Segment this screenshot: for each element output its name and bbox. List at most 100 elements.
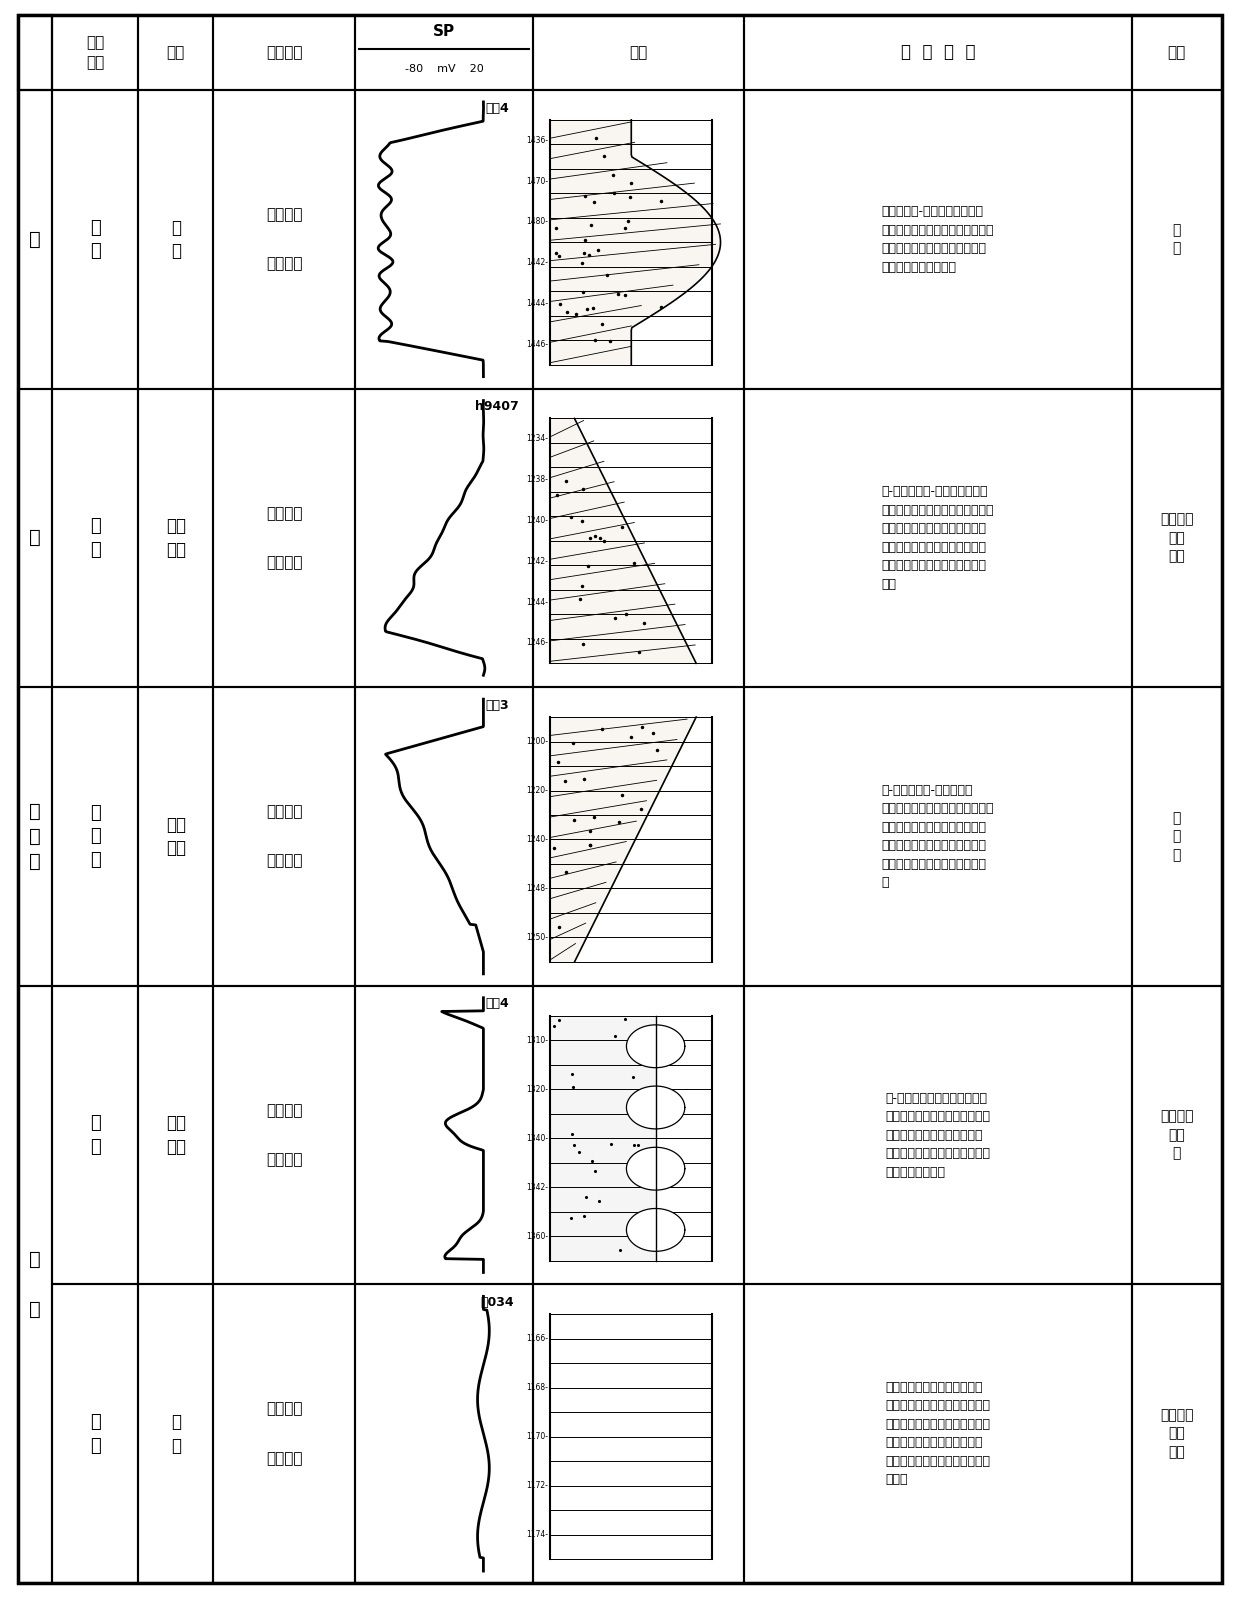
Text: 1340-: 1340- <box>526 1133 548 1143</box>
Bar <box>139 986 213 1285</box>
Bar <box>139 687 213 986</box>
Text: 1240-: 1240- <box>526 516 548 526</box>
Bar <box>533 986 744 1285</box>
Text: 箱
形: 箱 形 <box>89 219 100 260</box>
Text: 1170-: 1170- <box>526 1432 548 1441</box>
Text: 中-低幅、微齿状指形，顶底部
均为突变接触，幅度变化明显，
通常为粉砂岩、泥质粉砂岩沉
积，反映了沉积过程中水动力条
件较弱的沉积环境: 中-低幅、微齿状指形，顶底部 均为突变接触，幅度变化明显， 通常为粉砂岩、泥质粉… <box>885 1091 991 1179</box>
Text: 1320-: 1320- <box>526 1085 548 1093</box>
Bar <box>139 89 213 388</box>
Text: 红山3: 红山3 <box>485 698 508 711</box>
Bar <box>1132 388 1221 687</box>
Text: 形

态: 形 态 <box>29 1250 41 1318</box>
Polygon shape <box>626 1208 684 1251</box>
Bar <box>52 1285 139 1584</box>
Text: 1444-: 1444- <box>526 299 548 308</box>
Bar <box>1132 1285 1221 1584</box>
Bar <box>533 14 744 89</box>
Bar <box>355 1285 533 1584</box>
Bar <box>139 14 213 89</box>
Text: 顶：突变

底：突变: 顶：突变 底：突变 <box>265 208 303 272</box>
Text: 曲线
类型: 曲线 类型 <box>86 35 104 70</box>
Text: 岩性: 岩性 <box>630 45 647 61</box>
Text: 1360-: 1360- <box>526 1232 548 1240</box>
Text: 频率: 频率 <box>166 45 185 61</box>
Text: 1174-: 1174- <box>526 1531 548 1539</box>
Text: 基: 基 <box>29 230 41 249</box>
Bar <box>213 388 355 687</box>
Bar <box>1132 687 1221 986</box>
Text: 顶：渐变

底：渐变: 顶：渐变 底：渐变 <box>265 1401 303 1465</box>
Text: 础: 础 <box>29 529 41 548</box>
Text: 1200-: 1200- <box>526 737 548 746</box>
Bar <box>533 687 744 986</box>
Text: 河
口
坝: 河 口 坝 <box>1173 812 1180 861</box>
Text: 高幅、平滑-微齿状箱形，顶底
通常均呈突变接触，反映沉积过程
中水动力条件相对较强，物源持
续供给的稳定沉积环境: 高幅、平滑-微齿状箱形，顶底 通常均呈突变接触，反映沉积过程 中水动力条件相对较… <box>882 205 994 273</box>
Bar <box>551 718 713 962</box>
Bar <box>551 1016 656 1261</box>
Text: 高－
低频: 高－ 低频 <box>166 1114 186 1155</box>
Bar <box>1132 89 1221 388</box>
Text: （水下）
分流
间湾: （水下） 分流 间湾 <box>1161 1408 1194 1459</box>
Bar <box>52 687 139 986</box>
Text: （水下）
漫溢
砂: （水下） 漫溢 砂 <box>1161 1109 1194 1160</box>
Text: 1480-: 1480- <box>526 217 548 227</box>
Text: 1342-: 1342- <box>526 1183 548 1192</box>
Polygon shape <box>626 1024 684 1067</box>
Bar <box>355 89 533 388</box>
Text: 红山4: 红山4 <box>485 997 508 1010</box>
Bar <box>551 120 713 364</box>
Text: 1310-: 1310- <box>526 1036 548 1045</box>
Bar <box>744 1285 1132 1584</box>
Bar <box>551 1314 713 1560</box>
Text: 低
频: 低 频 <box>171 1413 181 1454</box>
Text: 接触关系: 接触关系 <box>265 45 303 61</box>
Text: 1470-: 1470- <box>526 176 548 185</box>
Text: 1244-: 1244- <box>526 598 548 607</box>
Bar <box>19 14 52 89</box>
Text: 1234-: 1234- <box>526 435 548 443</box>
Text: 线
形: 线 形 <box>89 1413 100 1454</box>
Bar <box>355 687 533 986</box>
Text: 中-高幅、平滑-微齿状漏斗
形，形态同钟形相反，曲线幅度向
上逐渐变大，呈反粒序结构，反
映沉积过程中水动力条件逐渐加
强、物源供应逐渐增多的沉积环
境: 中-高幅、平滑-微齿状漏斗 形，形态同钟形相反，曲线幅度向 上逐渐变大，呈反粒序… <box>882 783 994 888</box>
Text: 中-高幅、平滑-微齿状钟形，底
部突变接触，顶部渐变接触，曲线
向上逐渐变小，呈正粒序结构，
反映沉积过程中水动力条件逐渐
减弱，物源供给逐渐减少的沉积
环境: 中-高幅、平滑-微齿状钟形，底 部突变接触，顶部渐变接触，曲线 向上逐渐变小，呈… <box>882 486 994 591</box>
Bar <box>213 89 355 388</box>
Text: 1242-: 1242- <box>526 556 548 566</box>
Bar <box>744 388 1132 687</box>
Text: 1442-: 1442- <box>526 259 548 267</box>
Text: 1436-: 1436- <box>526 136 548 145</box>
Bar <box>213 687 355 986</box>
Text: 顶：突变

底：渐变: 顶：突变 底：渐变 <box>265 804 303 869</box>
Text: 1250-: 1250- <box>526 933 548 941</box>
Text: 1246-: 1246- <box>526 639 548 647</box>
Bar <box>744 687 1132 986</box>
Bar <box>744 14 1132 89</box>
Text: 1248-: 1248- <box>526 884 548 893</box>
Text: -80    mV    20: -80 mV 20 <box>404 64 484 74</box>
Bar <box>533 388 744 687</box>
Bar <box>52 388 139 687</box>
Bar <box>744 986 1132 1285</box>
Text: 1172-: 1172- <box>526 1481 548 1491</box>
Bar <box>213 986 355 1285</box>
Polygon shape <box>626 1087 684 1128</box>
Bar <box>1132 986 1221 1285</box>
Text: h9407: h9407 <box>475 400 518 414</box>
Text: 1220-: 1220- <box>526 786 548 796</box>
Text: 指
状: 指 状 <box>89 1114 100 1155</box>
Text: 低幅、平滑线形，垂向上的幅
度变化不大，主要为细粒沉积，
通常为泥岩、粉砂质泥岩沉积，
反映沉积过程中水动力条件较
弱，物源供给严重不足的半静流
积环境: 低幅、平滑线形，垂向上的幅 度变化不大，主要为细粒沉积， 通常为泥岩、粉砂质泥岩… <box>885 1381 991 1486</box>
Bar <box>533 89 744 388</box>
Text: 1238-: 1238- <box>526 475 548 484</box>
Text: 曲
斗
线: 曲 斗 线 <box>29 802 41 871</box>
Text: 漏
斗
形: 漏 斗 形 <box>89 804 100 869</box>
Text: 中－
高频: 中－ 高频 <box>166 518 186 559</box>
Polygon shape <box>626 1147 684 1191</box>
Bar <box>52 14 139 89</box>
Bar <box>355 986 533 1285</box>
Text: 1446-: 1446- <box>526 340 548 348</box>
Bar <box>52 986 139 1285</box>
Bar <box>19 14 52 89</box>
Text: 1240-: 1240- <box>526 836 548 844</box>
Text: 1168-: 1168- <box>526 1384 548 1392</box>
Bar <box>551 419 713 663</box>
Bar <box>744 89 1132 388</box>
